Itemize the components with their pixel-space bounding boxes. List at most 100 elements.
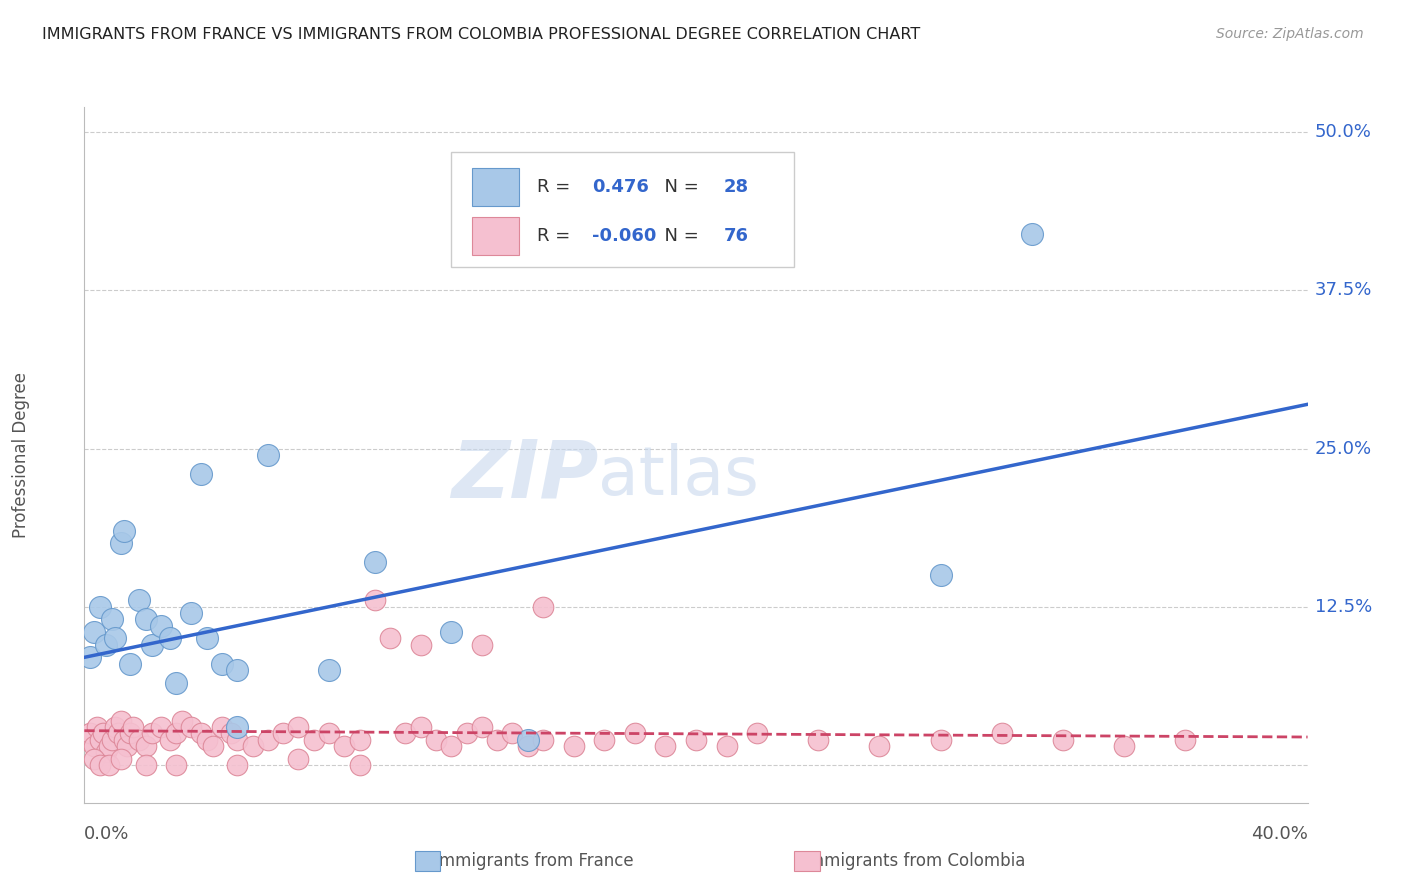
Point xyxy=(165,726,187,740)
Text: atlas: atlas xyxy=(598,442,759,508)
Point xyxy=(1021,227,1043,241)
Point xyxy=(531,599,554,614)
Text: R =: R = xyxy=(537,227,576,244)
Point xyxy=(190,726,212,740)
Point xyxy=(115,739,138,753)
Point xyxy=(135,612,157,626)
Point xyxy=(226,757,249,772)
Point xyxy=(747,726,769,740)
Point xyxy=(195,732,218,747)
Point xyxy=(180,720,202,734)
Point xyxy=(471,720,494,734)
Point xyxy=(141,726,163,740)
Point xyxy=(364,556,387,570)
Point xyxy=(83,625,105,640)
Text: N =: N = xyxy=(654,227,704,244)
Point xyxy=(1174,732,1197,747)
Point xyxy=(201,739,224,753)
Point xyxy=(76,732,98,747)
Text: ZIP: ZIP xyxy=(451,437,598,515)
Point xyxy=(122,720,145,734)
Point xyxy=(104,632,127,646)
Point xyxy=(149,720,172,734)
Point xyxy=(190,467,212,481)
Point xyxy=(409,720,432,734)
Point xyxy=(120,657,142,671)
Text: N =: N = xyxy=(654,178,704,196)
Point xyxy=(101,612,124,626)
Point xyxy=(287,751,309,765)
Point xyxy=(107,726,129,740)
Point xyxy=(110,536,132,550)
Point xyxy=(685,732,707,747)
Point xyxy=(409,638,432,652)
Point xyxy=(165,675,187,690)
Point xyxy=(86,720,108,734)
Point xyxy=(97,739,120,753)
Point xyxy=(516,739,538,753)
Point xyxy=(287,720,309,734)
Point xyxy=(425,732,447,747)
Point xyxy=(149,618,172,632)
Text: 76: 76 xyxy=(724,227,749,244)
Point xyxy=(394,726,416,740)
Point xyxy=(226,663,249,677)
Point xyxy=(135,757,157,772)
Point xyxy=(94,638,117,652)
Point xyxy=(364,593,387,607)
Point xyxy=(1052,732,1074,747)
Point xyxy=(716,739,738,753)
Text: 50.0%: 50.0% xyxy=(1315,123,1371,141)
Point xyxy=(83,739,105,753)
Point xyxy=(440,625,463,640)
Text: IMMIGRANTS FROM FRANCE VS IMMIGRANTS FROM COLOMBIA PROFESSIONAL DEGREE CORRELATI: IMMIGRANTS FROM FRANCE VS IMMIGRANTS FRO… xyxy=(42,27,921,42)
Point xyxy=(211,657,233,671)
Text: 0.476: 0.476 xyxy=(592,178,650,196)
Text: 25.0%: 25.0% xyxy=(1315,440,1372,458)
Point xyxy=(128,732,150,747)
Point xyxy=(318,726,340,740)
Text: Immigrants from Colombia: Immigrants from Colombia xyxy=(803,852,1025,870)
Point xyxy=(195,632,218,646)
FancyBboxPatch shape xyxy=(472,217,519,255)
Text: Professional Degree: Professional Degree xyxy=(13,372,30,538)
Point xyxy=(211,720,233,734)
Point xyxy=(257,732,280,747)
Point xyxy=(79,650,101,665)
Point xyxy=(89,599,111,614)
Point xyxy=(929,568,952,582)
Point xyxy=(271,726,294,740)
FancyBboxPatch shape xyxy=(451,153,794,267)
Point xyxy=(1114,739,1136,753)
Point xyxy=(380,632,402,646)
Point xyxy=(349,757,371,772)
Point xyxy=(128,593,150,607)
Point xyxy=(159,732,181,747)
Point xyxy=(112,524,135,538)
Point xyxy=(991,726,1014,740)
Point xyxy=(349,732,371,747)
Point xyxy=(807,732,830,747)
Point xyxy=(91,726,114,740)
Point xyxy=(502,726,524,740)
Text: 37.5%: 37.5% xyxy=(1315,282,1372,300)
Text: Immigrants from France: Immigrants from France xyxy=(434,852,634,870)
Point xyxy=(159,632,181,646)
Point xyxy=(165,757,187,772)
Point xyxy=(471,638,494,652)
Point xyxy=(562,739,585,753)
Text: 28: 28 xyxy=(724,178,749,196)
Point xyxy=(112,732,135,747)
Text: R =: R = xyxy=(537,178,576,196)
Point xyxy=(257,448,280,462)
Point xyxy=(333,739,356,753)
Text: 12.5%: 12.5% xyxy=(1315,598,1372,615)
Point xyxy=(593,732,616,747)
Point xyxy=(226,720,249,734)
Text: 0.0%: 0.0% xyxy=(84,825,129,843)
Point xyxy=(318,663,340,677)
Point xyxy=(869,739,891,753)
Point xyxy=(94,745,117,759)
Point xyxy=(456,726,478,740)
Point xyxy=(929,732,952,747)
